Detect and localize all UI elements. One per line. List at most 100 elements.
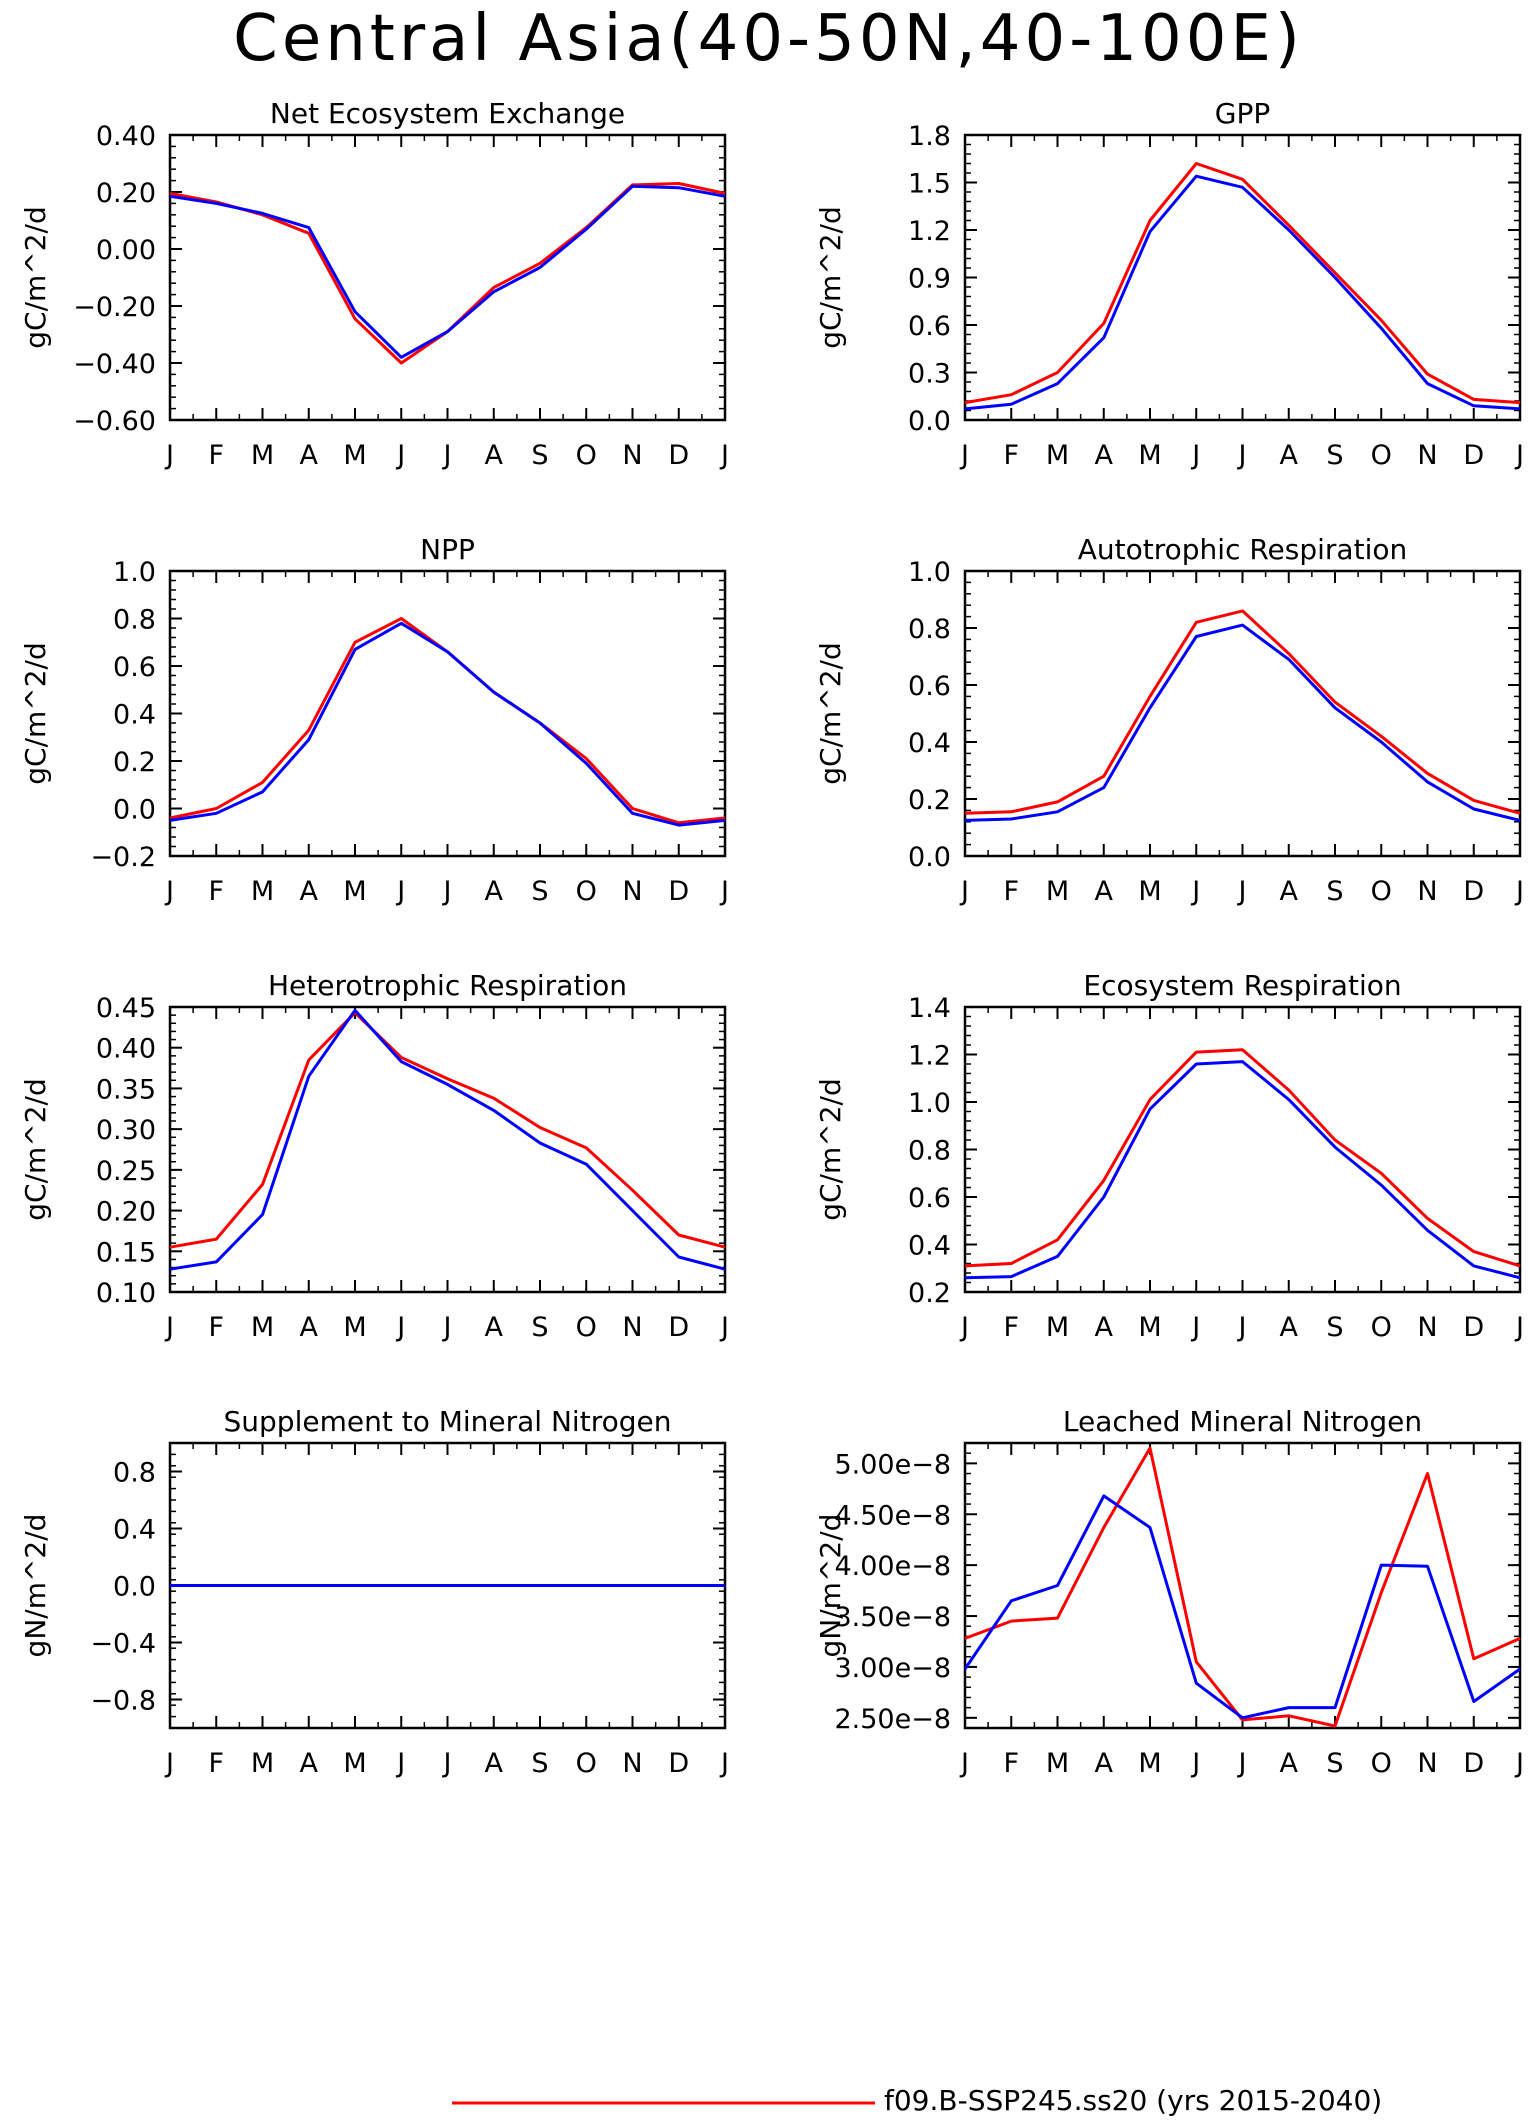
- chart-panel-7: J F M A M J J A S O N D J2.50e−83.00e−83.50e−84.00e−…: [814, 1405, 1524, 1779]
- x-tick-label: J: [395, 1312, 405, 1343]
- chart-title: Supplement to Mineral Nitrogen: [224, 1405, 672, 1438]
- y-axis-label: gC/m^2/d: [814, 1078, 847, 1221]
- x-tick-label: J: [442, 1312, 452, 1343]
- series-line-blue: [169, 1008, 726, 1271]
- x-tick-label: A: [1280, 1312, 1299, 1343]
- y-tick-label: −0.20: [73, 292, 156, 323]
- x-tick-label: M: [343, 1748, 366, 1779]
- y-tick-label: −0.4: [90, 1629, 156, 1660]
- series-line-red: [964, 162, 1521, 405]
- x-tick-label: J: [164, 876, 174, 907]
- y-tick-label: 0.9: [908, 264, 951, 295]
- x-tick-label: J: [719, 1748, 729, 1779]
- y-tick-label: 1.2: [908, 216, 951, 247]
- x-tick-label: M: [1046, 876, 1069, 907]
- x-tick-label: O: [1371, 1312, 1392, 1343]
- chart-title: Net Ecosystem Exchange: [270, 97, 625, 130]
- y-tick-label: −0.40: [73, 349, 156, 380]
- y-tick-label: 1.0: [908, 1088, 951, 1119]
- y-tick-label: −0.8: [90, 1686, 156, 1717]
- y-tick-label: 0.4: [113, 700, 156, 731]
- x-tick-label: O: [1371, 876, 1392, 907]
- series-line-blue: [964, 174, 1521, 411]
- series-line-red: [169, 617, 726, 825]
- series-line-red: [964, 1048, 1521, 1268]
- chart-panel-2: J F M A M J J A S O N D J−0.20.00.20.40.60.81.0NPPgC…: [19, 533, 729, 907]
- x-tick-label: A: [300, 440, 319, 471]
- x-tick-label: A: [1095, 876, 1114, 907]
- y-tick-label: 0.0: [908, 406, 951, 437]
- series-line-blue: [169, 184, 726, 359]
- x-tick-label: J: [442, 876, 452, 907]
- x-tick-label: S: [1326, 1748, 1343, 1779]
- plot-frame: [168, 1005, 727, 1294]
- x-tick-label: A: [485, 440, 504, 471]
- y-tick-label: 0.6: [113, 652, 156, 683]
- chart-title: Autotrophic Respiration: [1078, 533, 1407, 566]
- x-tick-label: M: [251, 440, 274, 471]
- x-tick-label: N: [1417, 440, 1437, 471]
- x-tick-label: F: [208, 440, 224, 471]
- chart-title: GPP: [1215, 97, 1270, 130]
- x-tick-label: J: [959, 1748, 969, 1779]
- y-tick-label: 0.00: [96, 235, 156, 266]
- y-axis-label: gC/m^2/d: [814, 642, 847, 785]
- y-tick-label: 0.20: [96, 1197, 156, 1228]
- x-tick-label: F: [1003, 876, 1019, 907]
- y-tick-label: 0.8: [908, 1136, 951, 1167]
- x-tick-label: A: [1280, 1748, 1299, 1779]
- x-tick-label: A: [1095, 1312, 1114, 1343]
- y-tick-label: 0.15: [96, 1237, 156, 1268]
- y-tick-label: 0.4: [908, 728, 951, 759]
- x-tick-label: J: [164, 1312, 174, 1343]
- x-tick-label: J: [1190, 1312, 1200, 1343]
- x-tick-label: A: [1095, 440, 1114, 471]
- x-tick-label: S: [531, 440, 548, 471]
- y-tick-label: 0.2: [908, 785, 951, 816]
- y-tick-label: 0.0: [113, 795, 156, 826]
- y-tick-label: 0.0: [908, 842, 951, 873]
- x-tick-label: A: [300, 1312, 319, 1343]
- x-tick-label: D: [668, 440, 689, 471]
- x-tick-label: J: [1190, 440, 1200, 471]
- x-tick-label: S: [531, 876, 548, 907]
- x-tick-label: J: [959, 1312, 969, 1343]
- series-line-red: [964, 1446, 1521, 1728]
- x-tick-label: N: [622, 1748, 642, 1779]
- x-tick-label: O: [576, 440, 597, 471]
- y-tick-label: 0.8: [113, 1458, 156, 1489]
- y-tick-label: 2.50e−8: [834, 1704, 951, 1735]
- x-tick-label: A: [300, 1748, 319, 1779]
- y-tick-label: 0.25: [96, 1156, 156, 1187]
- series-line-blue: [169, 621, 726, 827]
- y-tick-label: 0.40: [96, 121, 156, 152]
- chart-panel-4: J F M A M J J A S O N D J0.100.150.200.250.300.350.4…: [19, 969, 729, 1343]
- x-tick-label: J: [1514, 440, 1524, 471]
- x-tick-label: D: [668, 1748, 689, 1779]
- x-tick-label: J: [719, 1312, 729, 1343]
- x-tick-label: F: [208, 876, 224, 907]
- y-tick-label: 0.6: [908, 671, 951, 702]
- x-tick-label: A: [485, 876, 504, 907]
- chart-title: Leached Mineral Nitrogen: [1063, 1405, 1422, 1438]
- x-tick-label: J: [1514, 876, 1524, 907]
- x-tick-label: F: [208, 1312, 224, 1343]
- x-tick-label: S: [531, 1748, 548, 1779]
- x-tick-label: J: [1514, 1312, 1524, 1343]
- x-tick-label: A: [485, 1748, 504, 1779]
- x-tick-label: J: [395, 440, 405, 471]
- x-tick-label: J: [719, 876, 729, 907]
- x-tick-label: J: [719, 440, 729, 471]
- x-tick-label: A: [1095, 1748, 1114, 1779]
- x-tick-label: M: [1138, 876, 1161, 907]
- y-tick-label: 0.6: [908, 1183, 951, 1214]
- x-tick-label: M: [1046, 1748, 1069, 1779]
- x-tick-label: O: [1371, 440, 1392, 471]
- x-tick-label: J: [959, 876, 969, 907]
- y-tick-label: 4.50e−8: [834, 1500, 951, 1531]
- x-tick-label: J: [959, 440, 969, 471]
- legend-entry-label: f09.B-SSP245.ss20 (yrs 2015-2040): [884, 2084, 1383, 2117]
- x-tick-label: O: [576, 876, 597, 907]
- y-tick-label: 0.30: [96, 1115, 156, 1146]
- x-tick-label: M: [343, 1312, 366, 1343]
